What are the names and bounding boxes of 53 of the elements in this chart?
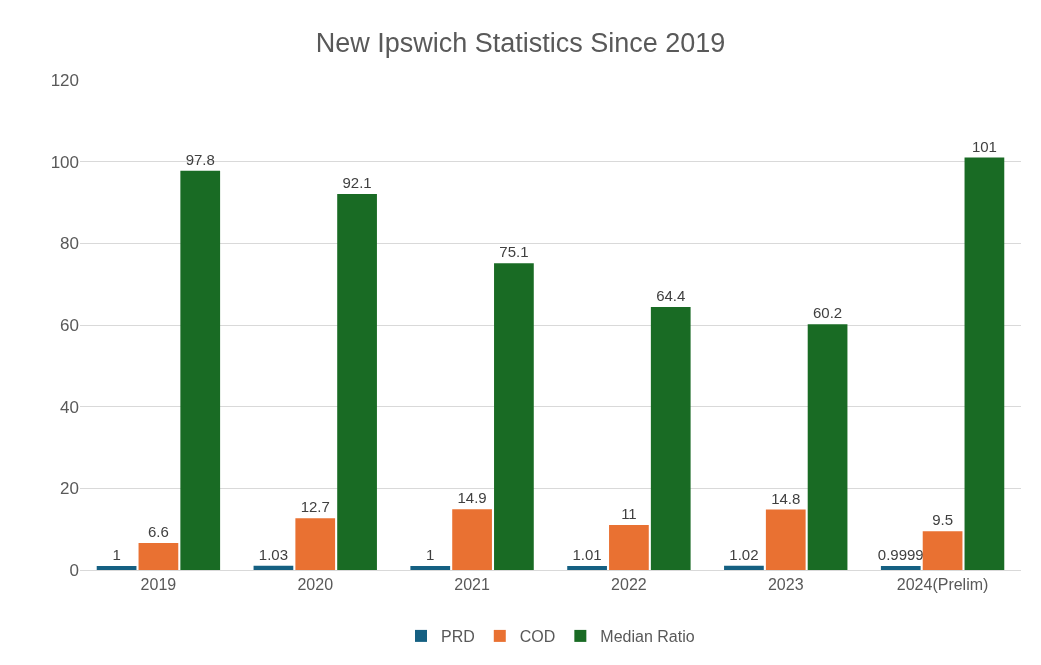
bar (807, 324, 848, 570)
x-tick-label: 2021 (454, 576, 490, 594)
y-tick-label: 60 (60, 315, 79, 335)
bar (138, 543, 179, 570)
bar (410, 565, 451, 570)
data-label: 60.2 (812, 304, 843, 322)
bar (337, 193, 377, 570)
y-tick-label: 0 (69, 560, 79, 580)
x-tick-label: 2019 (140, 576, 177, 594)
data-label: 14.9 (457, 489, 487, 507)
data-label: 101 (971, 137, 997, 155)
bar (609, 525, 649, 570)
y-tick-label: 40 (60, 397, 79, 417)
data-label: 1.02 (729, 545, 759, 563)
data-label: 1 (112, 545, 121, 563)
data-label: 14.8 (771, 489, 801, 507)
bar (650, 307, 691, 570)
data-label: 1.01 (572, 545, 602, 563)
x-tick-label: 2022 (611, 576, 647, 594)
y-tick-label: 20 (60, 479, 79, 499)
data-label: 11 (621, 505, 637, 523)
bar (880, 565, 921, 570)
bar (922, 531, 963, 570)
data-label: 0.9999 (877, 545, 924, 563)
bar (180, 170, 221, 570)
bar (765, 509, 806, 570)
data-label: 1.03 (258, 545, 289, 563)
bar (452, 509, 492, 570)
data-label: 75.1 (499, 243, 529, 261)
y-tick-label: 120 (50, 70, 79, 90)
data-label: 92.1 (342, 173, 372, 191)
x-tick-label: 2024(Prelim) (896, 576, 989, 594)
x-tick-label: 2023 (767, 576, 804, 594)
data-label: 9.5 (932, 511, 954, 529)
x-tick-label: 2020 (297, 576, 334, 594)
chart-title: New Ipswich Statistics Since 2019 (315, 28, 726, 59)
bar (567, 565, 607, 570)
data-label: 1 (426, 545, 435, 563)
legend-label: COD (519, 628, 556, 646)
data-label: 6.6 (147, 523, 169, 541)
bar (964, 157, 1005, 570)
data-label: 97.8 (185, 150, 215, 168)
bar (724, 565, 764, 570)
bar (295, 518, 336, 570)
y-tick-label: 100 (50, 152, 79, 172)
bar (253, 565, 294, 570)
bar (96, 565, 137, 570)
legend-label: Median Ratio (600, 628, 695, 646)
bar (494, 263, 534, 570)
legend-label: PRD (441, 628, 475, 646)
data-label: 64.4 (656, 287, 686, 305)
y-tick-label: 80 (60, 234, 79, 254)
data-label: 12.7 (300, 498, 330, 516)
